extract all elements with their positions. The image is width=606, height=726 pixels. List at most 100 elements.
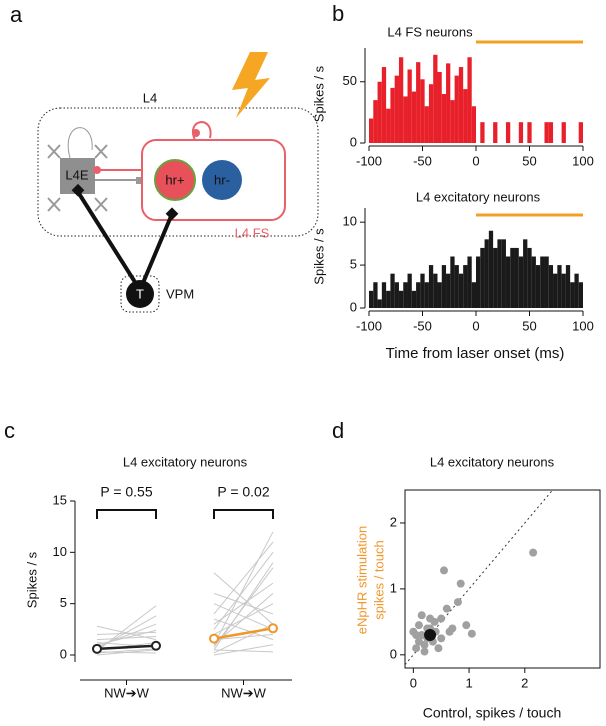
point — [430, 617, 439, 626]
neuron-line — [213, 541, 274, 615]
bar — [433, 54, 438, 143]
bar — [454, 75, 459, 143]
y-axis-label: Spikes / s — [311, 228, 326, 285]
mean-marker — [268, 623, 278, 634]
bar — [411, 91, 417, 143]
bar — [407, 273, 412, 308]
bar — [574, 273, 579, 308]
neuron-line — [213, 592, 274, 615]
chart-title: L4 FS neurons — [387, 24, 473, 39]
neuron-line — [213, 567, 274, 648]
bar — [369, 118, 374, 143]
point — [456, 579, 465, 588]
point — [467, 629, 476, 638]
bar — [450, 256, 455, 308]
bar — [377, 299, 382, 308]
bar — [505, 122, 511, 143]
bar — [437, 282, 442, 308]
bar — [386, 290, 391, 308]
bar — [557, 265, 562, 308]
bar — [480, 122, 485, 143]
bar — [377, 81, 382, 143]
point — [414, 621, 423, 630]
bar — [420, 273, 425, 308]
bar — [484, 239, 489, 308]
y-tick-label: 0 — [350, 299, 357, 314]
x-tick-label: 0 — [410, 675, 417, 690]
bar — [544, 256, 549, 308]
autapse — [67, 127, 93, 159]
p-value: P = 0.02 — [217, 484, 270, 500]
x-tick-label: 50 — [522, 318, 536, 333]
point — [412, 644, 421, 653]
bar — [420, 79, 425, 143]
panel-label: c — [4, 418, 15, 443]
neuron-line — [213, 552, 274, 630]
fs-label: L4 FS — [235, 225, 270, 240]
y-tick-label: 1 — [390, 580, 397, 595]
synapse — [192, 129, 200, 137]
l4-label: L4 — [143, 90, 157, 105]
bar — [544, 122, 549, 143]
x-tick-label: -50 — [413, 318, 432, 333]
synapse — [136, 177, 143, 184]
x-tick-label: NW➔W — [104, 685, 150, 700]
x-tick-label: -50 — [413, 153, 432, 168]
neuron-line — [213, 644, 274, 656]
vpm-box — [120, 275, 160, 313]
plot-frame — [404, 489, 601, 669]
neuron-line — [96, 615, 157, 650]
dendrites — [47, 144, 108, 212]
bar — [480, 247, 485, 308]
bar — [416, 282, 421, 308]
neuron-line — [213, 649, 274, 653]
bar — [381, 67, 387, 143]
x-tick-label: -100 — [356, 153, 382, 168]
bar — [433, 273, 438, 308]
mean-marker — [209, 633, 219, 644]
circuit-diagram: a L4 L4E hr+ hr- L4 FS T VPM — [10, 2, 319, 313]
bar — [523, 239, 528, 308]
neuron-line — [213, 572, 274, 625]
bar — [510, 247, 515, 308]
thalamic-cell-label: T — [136, 286, 144, 301]
y-tick-label: 10 — [343, 214, 357, 229]
bar — [446, 63, 451, 143]
x-tick-label: 100 — [572, 153, 594, 168]
neuron-line — [96, 648, 157, 654]
thalamic-axon — [138, 213, 174, 291]
mean-line — [213, 627, 274, 640]
panel-label: d — [332, 418, 344, 443]
bar — [424, 282, 429, 308]
bar — [561, 273, 566, 308]
point — [434, 644, 443, 653]
point — [448, 624, 457, 633]
point — [437, 634, 446, 643]
point — [417, 611, 426, 620]
bar — [390, 87, 395, 143]
panel-label: b — [332, 1, 344, 26]
hr-pos-cell — [154, 159, 196, 201]
hr-neg-label: hr- — [214, 172, 230, 187]
bar — [505, 256, 511, 308]
point — [409, 627, 418, 636]
bar — [578, 282, 583, 308]
bar — [446, 273, 451, 308]
y-tick-label: 50 — [343, 73, 357, 88]
fs-box — [141, 139, 286, 221]
synapse — [165, 207, 179, 221]
bar — [493, 247, 498, 308]
l4e-label: L4E — [65, 167, 88, 182]
bar — [527, 122, 532, 143]
point — [529, 548, 538, 557]
bar — [403, 282, 408, 308]
bar — [416, 62, 421, 143]
mean-marker — [92, 643, 102, 654]
bar — [553, 273, 558, 308]
neuron-line — [213, 531, 274, 645]
bar — [471, 106, 476, 143]
chart-title: L4 excitatory neurons — [123, 454, 248, 469]
bar — [540, 256, 545, 308]
bar — [441, 94, 447, 143]
mean-line — [96, 644, 157, 651]
